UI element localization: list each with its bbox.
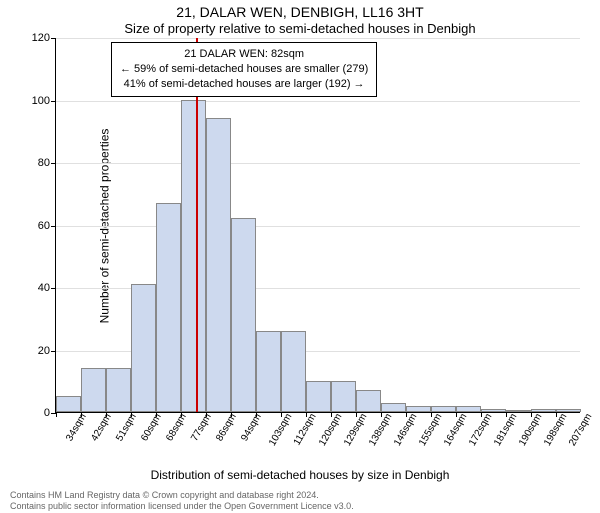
histogram-bar (56, 396, 81, 412)
x-tick-label: 120sqm (317, 412, 344, 448)
x-tick-mark (181, 412, 182, 417)
x-tick-mark (331, 412, 332, 417)
footer-attribution: Contains HM Land Registry data © Crown c… (10, 490, 590, 513)
x-tick-mark (231, 412, 232, 417)
x-tick-mark (306, 412, 307, 417)
histogram-bar (356, 390, 381, 412)
y-tick-mark (51, 163, 56, 164)
x-tick-label: 60sqm (139, 412, 164, 443)
y-tick-mark (51, 288, 56, 289)
x-tick-mark (431, 412, 432, 417)
legend-line1: 21 DALAR WEN: 82sqm (120, 47, 368, 62)
legend-line3: 41% of semi-detached houses are larger (… (120, 77, 368, 92)
y-tick-mark (51, 351, 56, 352)
legend-line2: ← 59% of semi-detached houses are smalle… (120, 62, 368, 77)
histogram-bar (256, 331, 281, 412)
legend-box: 21 DALAR WEN: 82sqm← 59% of semi-detache… (111, 42, 377, 97)
x-tick-label: 181sqm (492, 412, 519, 448)
x-tick-label: 94sqm (239, 412, 264, 443)
y-tick-label: 0 (24, 407, 50, 419)
grid-line (56, 163, 580, 164)
histogram-bar (206, 118, 231, 412)
x-tick-mark (381, 412, 382, 417)
histogram-bar (306, 381, 331, 412)
x-tick-mark (56, 412, 57, 417)
y-tick-mark (51, 38, 56, 39)
page-subtitle: Size of property relative to semi-detach… (0, 21, 600, 36)
x-tick-mark (206, 412, 207, 417)
histogram-bar (81, 368, 106, 412)
histogram-bar (381, 403, 406, 412)
histogram-bar (281, 331, 306, 412)
x-tick-mark (456, 412, 457, 417)
grid-line (56, 101, 580, 102)
x-tick-label: 112sqm (292, 412, 319, 448)
histogram-bar (131, 284, 156, 412)
x-tick-label: 146sqm (392, 412, 419, 448)
x-tick-label: 34sqm (64, 412, 89, 443)
x-tick-label: 164sqm (442, 412, 469, 448)
chart-area: Number of semi-detached properties 02040… (55, 38, 580, 413)
x-tick-mark (531, 412, 532, 417)
histogram-bar (181, 100, 206, 413)
x-tick-label: 190sqm (517, 412, 544, 448)
x-tick-label: 129sqm (342, 412, 369, 448)
y-tick-label: 40 (24, 282, 50, 294)
x-tick-label: 207sqm (567, 412, 594, 448)
x-tick-label: 86sqm (214, 412, 239, 443)
x-tick-label: 172sqm (467, 412, 494, 448)
x-tick-label: 68sqm (164, 412, 189, 443)
page-title: 21, DALAR WEN, DENBIGH, LL16 3HT (0, 4, 600, 20)
x-tick-mark (356, 412, 357, 417)
x-tick-label: 103sqm (267, 412, 294, 448)
y-tick-label: 120 (24, 32, 50, 44)
x-tick-label: 51sqm (114, 412, 139, 443)
x-tick-mark (556, 412, 557, 417)
x-tick-label: 138sqm (367, 412, 394, 448)
x-tick-label: 198sqm (542, 412, 569, 448)
x-tick-mark (481, 412, 482, 417)
y-tick-mark (51, 226, 56, 227)
histogram-bar (331, 381, 356, 412)
y-tick-mark (51, 101, 56, 102)
grid-line (56, 38, 580, 39)
grid-line (56, 226, 580, 227)
x-tick-label: 77sqm (189, 412, 214, 443)
x-tick-mark (156, 412, 157, 417)
x-tick-mark (406, 412, 407, 417)
x-tick-label: 155sqm (417, 412, 444, 448)
x-tick-mark (81, 412, 82, 417)
x-tick-label: 42sqm (89, 412, 114, 443)
y-tick-label: 80 (24, 157, 50, 169)
plot-region: 02040608010012034sqm42sqm51sqm60sqm68sqm… (55, 38, 580, 413)
histogram-bar (231, 218, 256, 412)
histogram-bar (106, 368, 131, 412)
x-tick-mark (131, 412, 132, 417)
x-axis-label: Distribution of semi-detached houses by … (0, 468, 600, 482)
histogram-bar (156, 203, 181, 412)
x-tick-mark (281, 412, 282, 417)
x-tick-mark (106, 412, 107, 417)
y-tick-label: 100 (24, 95, 50, 107)
footer-line-2: Contains public sector information licen… (10, 501, 590, 512)
x-tick-mark (256, 412, 257, 417)
x-tick-mark (506, 412, 507, 417)
y-tick-label: 20 (24, 345, 50, 357)
y-tick-label: 60 (24, 220, 50, 232)
